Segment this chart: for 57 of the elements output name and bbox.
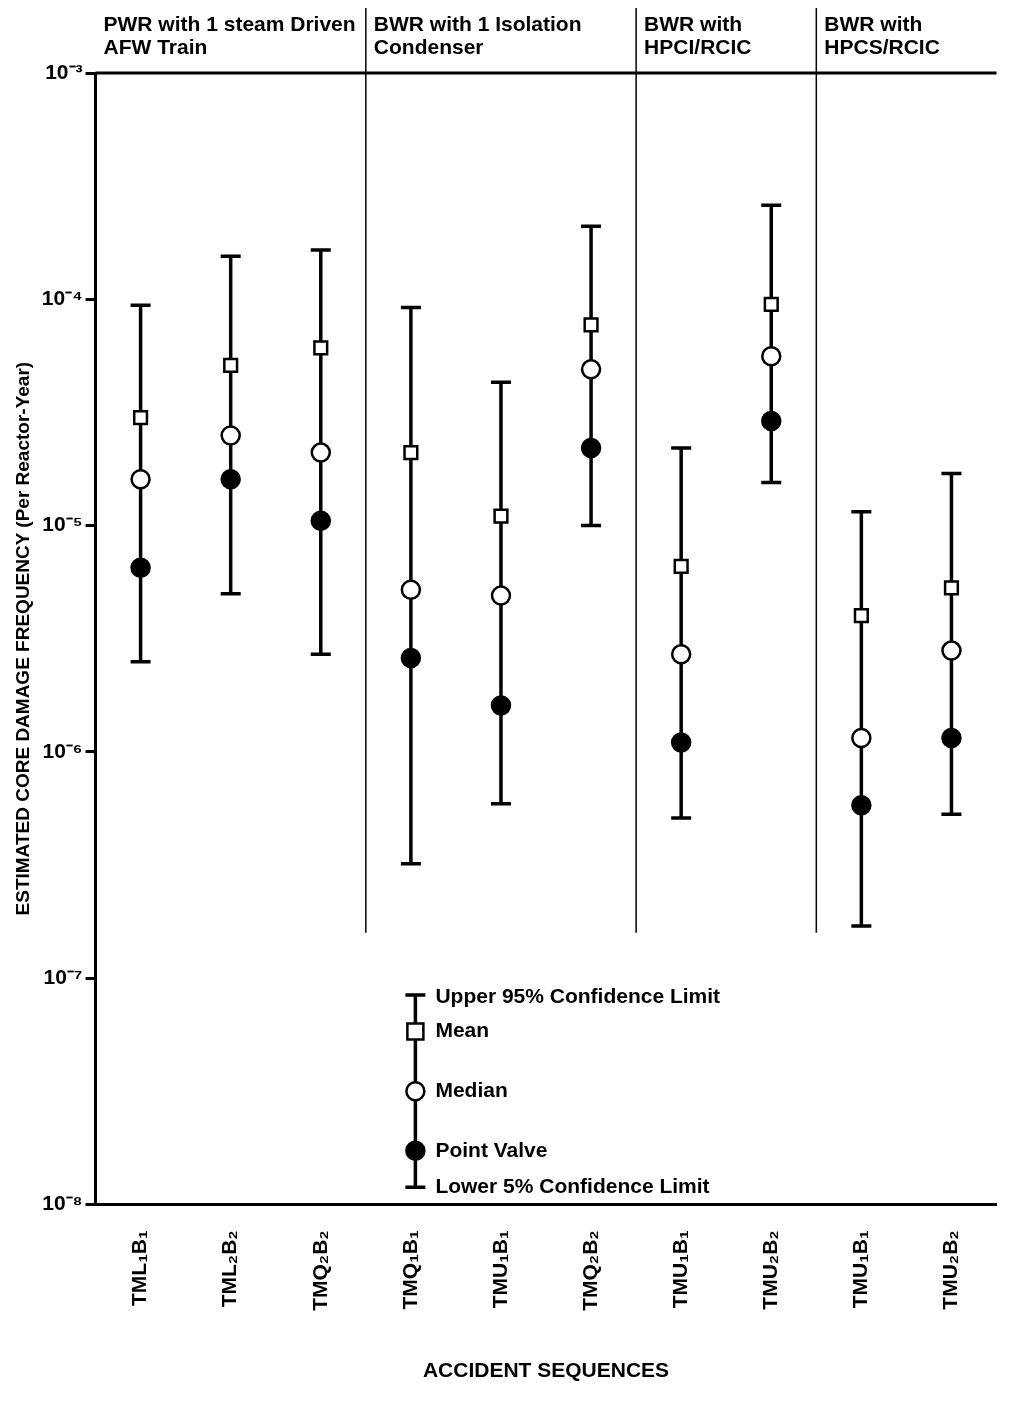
- x-tick-label: TML₁B₁: [127, 1230, 151, 1306]
- x-tick-label: TMQ₂B₂: [577, 1230, 601, 1311]
- point: [310, 442, 332, 463]
- point: [132, 409, 149, 426]
- x-tick-label: TMU₁B₁: [487, 1230, 511, 1309]
- point: [310, 510, 332, 531]
- y-tick-label: 10⁻⁴: [41, 286, 83, 310]
- legend-label: Mean: [435, 1018, 490, 1042]
- legend-label: Point Valve: [435, 1137, 548, 1161]
- y-tick-label: 10⁻⁷: [43, 964, 83, 988]
- point: [580, 359, 602, 380]
- y-tick-label: 10⁻⁶: [42, 738, 83, 762]
- point: [220, 469, 241, 490]
- point: [670, 732, 692, 753]
- text: BWR with 1 Isolation Condenser: [373, 12, 582, 59]
- annotation: Upper 95% Confidence Limit: [435, 983, 721, 1007]
- point: [851, 727, 872, 749]
- point: [220, 425, 241, 446]
- x-axis-title: ACCIDENT SEQUENCES: [422, 1358, 670, 1382]
- x-tick-label: TMU₂B₂: [938, 1230, 962, 1310]
- y-tick-label: 10⁻⁵: [42, 512, 83, 536]
- point: [493, 508, 509, 524]
- point: [583, 317, 599, 333]
- x-tick-label: TMU₂B₂: [758, 1230, 782, 1310]
- x-tick-label: TMQ₁B₁: [397, 1230, 421, 1310]
- x-tick-label: TMQ₂B₂: [307, 1230, 331, 1311]
- x-tick-label: TMU₁B₁: [667, 1230, 691, 1309]
- point: [943, 580, 960, 596]
- annotation: Lower 5% Confidence Limit: [435, 1174, 710, 1198]
- y-axis-title: ESTIMATED CORE DAMAGE FREQUENCY (Per Reactor-Year): [11, 361, 33, 916]
- point: [130, 469, 151, 490]
- point: [941, 640, 962, 661]
- point: [761, 410, 782, 432]
- point: [761, 345, 782, 367]
- legend-label: Median: [435, 1077, 508, 1101]
- point: [403, 445, 419, 461]
- point: [673, 558, 689, 574]
- y-tick-label: 10⁻³: [45, 59, 83, 83]
- point: [851, 795, 872, 816]
- point: [400, 579, 422, 601]
- point: [400, 647, 422, 669]
- x-tick-label: TML₂B₂: [217, 1230, 241, 1308]
- point: [130, 557, 151, 579]
- point: [580, 437, 602, 459]
- point: [763, 296, 779, 312]
- point: [490, 585, 512, 606]
- y-tick-label: 10⁻⁸: [42, 1191, 83, 1215]
- point: [313, 340, 329, 356]
- x-tick-label: TMU₁B₁: [848, 1230, 872, 1309]
- text: PWR with 1 steam Driven AFW Train: [103, 12, 356, 59]
- point: [490, 695, 512, 716]
- point: [853, 607, 869, 624]
- point: [670, 643, 692, 665]
- text: BWR with HPCI/RCIC: [644, 12, 752, 59]
- point: [941, 727, 962, 749]
- text: BWR with HPCS/RCIC: [824, 12, 940, 59]
- point: [223, 357, 239, 374]
